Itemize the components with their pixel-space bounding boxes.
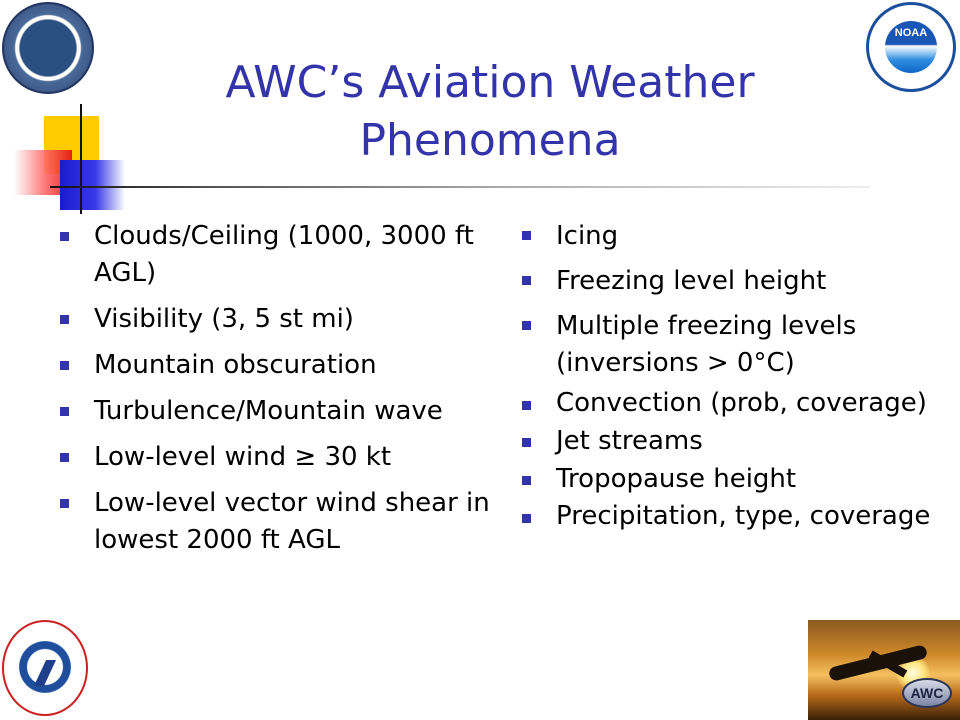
decor-horizontal-rule	[50, 186, 870, 188]
left-bullet-list: Clouds/Ceiling (1000, 3000 ft AGL) Visib…	[60, 218, 500, 568]
list-item-text: Precipitation, type, coverage	[556, 501, 931, 531]
bullet-marker	[522, 401, 531, 410]
bullet-marker	[60, 499, 69, 508]
noaa-logo-icon: NOAA	[866, 2, 956, 92]
bullet-marker	[60, 361, 69, 370]
bullet-marker	[522, 438, 531, 447]
list-item: Low-level wind ≥ 30 kt	[60, 439, 500, 476]
awc-airplane-photo: AWC	[808, 620, 960, 720]
list-item-text: Low-level wind ≥ 30 kt	[94, 442, 392, 472]
bullet-marker	[60, 453, 69, 462]
list-item-text: Visibility (3, 5 st mi)	[94, 304, 354, 334]
list-item: Visibility (3, 5 st mi)	[60, 301, 500, 338]
list-item-text: Tropopause height	[556, 464, 797, 494]
list-item: Mountain obscuration	[60, 347, 500, 384]
noaa-emblem	[885, 21, 937, 73]
list-item: Precipitation, type, coverage	[522, 501, 942, 531]
list-item-text: Low-level vector wind shear in lowest 20…	[94, 488, 490, 555]
bullet-marker	[522, 231, 531, 240]
commerce-seal-icon	[2, 2, 94, 94]
list-item-text: Freezing level height	[556, 266, 827, 296]
list-item: Jet streams	[522, 425, 942, 457]
list-item-text: Icing	[556, 221, 619, 251]
list-item: Freezing level height	[522, 263, 942, 299]
list-item: Turbulence/Mountain wave	[60, 393, 500, 430]
list-item-text: Clouds/Ceiling (1000, 3000 ft AGL)	[94, 221, 474, 288]
list-item-text: Multiple freezing levels (inversions > 0…	[556, 311, 857, 378]
list-item: Convection (prob, coverage)	[522, 388, 942, 418]
list-item: Low-level vector wind shear in lowest 20…	[60, 485, 500, 559]
list-item: Tropopause height	[522, 463, 942, 495]
bullet-marker	[60, 315, 69, 324]
awc-badge: AWC	[902, 678, 952, 708]
decor-vertical-line	[80, 104, 82, 214]
list-item-text: Turbulence/Mountain wave	[94, 396, 443, 426]
list-item: Icing	[522, 218, 942, 254]
nws-seal-icon	[2, 620, 88, 716]
bullet-marker	[522, 476, 531, 485]
bullet-marker	[522, 321, 531, 330]
slide-title: AWC’s Aviation Weather Phenomena	[225, 57, 755, 166]
list-item-text: Convection (prob, coverage)	[556, 388, 927, 418]
bullet-marker	[60, 232, 69, 241]
list-item: Multiple freezing levels (inversions > 0…	[522, 308, 942, 382]
bullet-marker	[522, 514, 531, 523]
bullet-marker	[60, 407, 69, 416]
bullet-marker	[522, 276, 531, 285]
list-item-text: Jet streams	[556, 426, 703, 456]
list-item: Clouds/Ceiling (1000, 3000 ft AGL)	[60, 218, 500, 292]
decor-blue-square	[60, 160, 125, 210]
noaa-wordmark: NOAA	[894, 27, 928, 39]
list-item-text: Mountain obscuration	[94, 350, 377, 380]
right-bullet-list: Icing Freezing level height Multiple fre…	[522, 218, 942, 531]
